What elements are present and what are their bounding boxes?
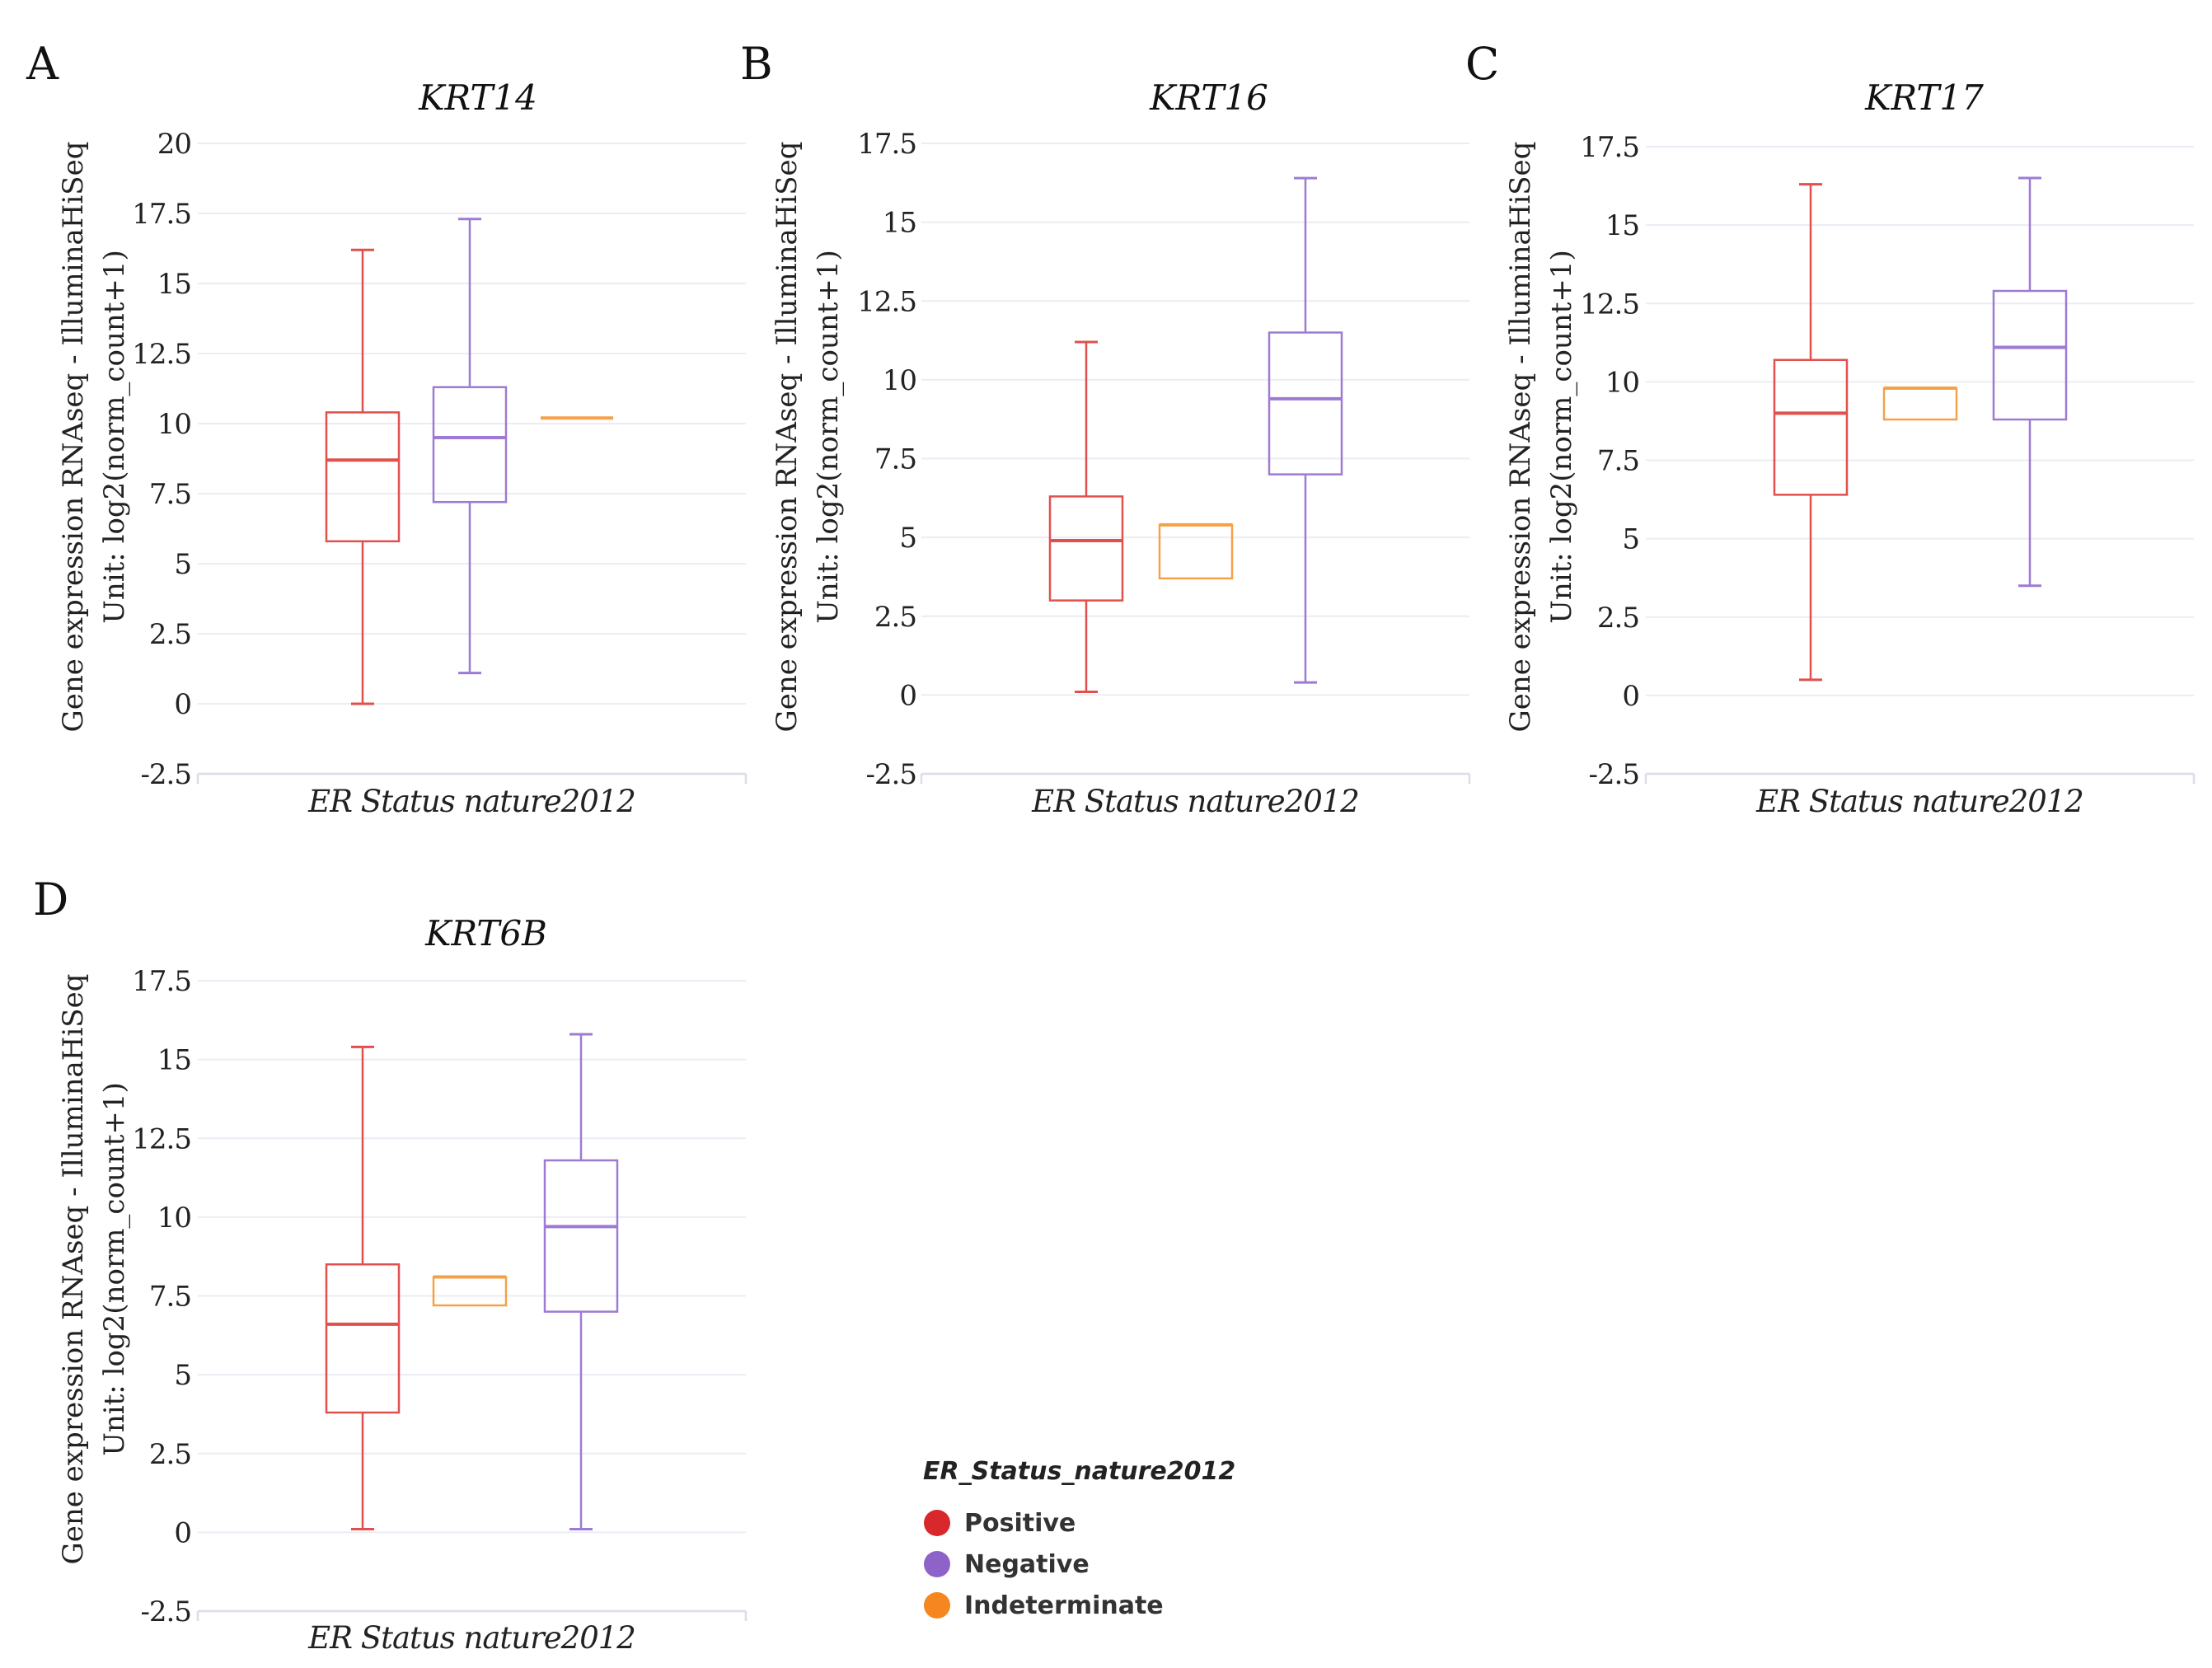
y-tick-label: -2.5 — [865, 758, 916, 791]
y-axis-label: Unit: log2(norm_count+1) — [1545, 250, 1578, 624]
box-iqr — [1882, 387, 1958, 421]
y-tick-label: -2.5 — [140, 758, 191, 791]
y-tick-label: -2.5 — [140, 1595, 191, 1628]
y-tick-label: 2.5 — [149, 618, 191, 651]
y-axis-label: Unit: log2(norm_count+1) — [98, 250, 131, 624]
x-axis-label: ER Status nature2012 — [1755, 784, 2083, 819]
y-axis-label: Gene expression RNAseq - IlluminaHiSeq — [771, 142, 804, 733]
chart-title: KRT6B — [424, 913, 547, 953]
y-tick-label: 17.5 — [132, 198, 191, 231]
legend-swatch-indeterminate — [924, 1592, 950, 1619]
y-tick-label: 5 — [899, 522, 916, 555]
y-tick-label: 5 — [174, 548, 191, 581]
legend-item-negative[interactable]: Negative — [924, 1550, 1090, 1579]
y-tick-label: 5 — [174, 1359, 191, 1392]
chart-title: KRT17 — [1864, 77, 1984, 118]
y-tick-label: 15 — [883, 207, 916, 240]
y-tick-label: 10 — [883, 364, 916, 397]
y-tick-label: 2.5 — [1597, 602, 1639, 635]
legend-label-negative: Negative — [964, 1550, 1090, 1579]
y-tick-label: -2.5 — [1588, 758, 1639, 791]
box-iqr — [1158, 523, 1234, 580]
legend-title: ER_Status_nature2012 — [923, 1457, 1235, 1486]
y-tick-label: 7.5 — [1597, 445, 1639, 478]
y-tick-label: 0 — [174, 688, 191, 721]
chart-panel-b: B KRT16 17.5 15 12.5 10 7.5 5 2.5 0 -2.5 ER Status … — [740, 38, 1471, 819]
y-tick-label: 17.5 — [132, 965, 191, 998]
y-tick-label: 7.5 — [149, 1281, 191, 1314]
y-tick-label: 12.5 — [857, 285, 916, 318]
y-axis-label: Gene expression RNAseq - IlluminaHiSeq — [57, 974, 90, 1565]
panel-letter: C — [1465, 38, 1499, 90]
box-iqr — [1773, 358, 1849, 496]
legend-label-positive: Positive — [964, 1509, 1076, 1538]
panel-letter: B — [740, 38, 773, 90]
y-tick-label: 15 — [157, 268, 191, 301]
box-indeterminate[interactable] — [1882, 386, 1958, 421]
y-axis-label: Unit: log2(norm_count+1) — [98, 1082, 131, 1456]
box-iqr — [1268, 331, 1343, 476]
chart-panel-c: C KRT17 17.5 15 12.5 10 7.5 5 2.5 0 -2.5 ER Status … — [1465, 38, 2196, 819]
box-iqr — [432, 1276, 508, 1307]
y-tick-label: 0 — [174, 1516, 191, 1549]
y-tick-label: 2.5 — [149, 1438, 191, 1471]
box-iqr — [325, 411, 401, 543]
box-negative[interactable] — [543, 1033, 619, 1531]
y-tick-label: 7.5 — [149, 478, 191, 511]
legend-swatch-negative — [924, 1551, 950, 1577]
y-axis-label: Gene expression RNAseq - IlluminaHiSeq — [1504, 142, 1537, 733]
y-axis-label: Gene expression RNAseq - IlluminaHiSeq — [57, 142, 90, 733]
y-tick-label: 10 — [157, 408, 191, 441]
y-tick-label: 2.5 — [874, 601, 916, 634]
y-tick-label: 15 — [1605, 209, 1639, 242]
y-tick-label: 12.5 — [132, 1122, 191, 1155]
box-positive[interactable] — [1048, 340, 1124, 694]
y-axis-label: Unit: log2(norm_count+1) — [812, 250, 845, 624]
chart-title: KRT14 — [418, 77, 537, 118]
y-tick-label: 17.5 — [1580, 131, 1639, 164]
legend-swatch-positive — [924, 1510, 950, 1536]
box-positive[interactable] — [1773, 183, 1849, 682]
box-negative[interactable] — [432, 218, 508, 675]
box-iqr — [325, 1263, 401, 1414]
x-axis-label: ER Status nature2012 — [1031, 784, 1359, 819]
chart-panel-d: D KRT6B 17.5 15 12.5 10 7.5 5 2.5 0 -2.5 ER Status … — [33, 874, 747, 1656]
panels: A KRT14 20 17.5 15 12.5 10 7.5 5 2.5 0 -2.5 ER Statu… — [26, 38, 2196, 1656]
x-axis-label: ER Status nature2012 — [307, 784, 635, 819]
y-tick-label: 12.5 — [132, 338, 191, 371]
box-negative[interactable] — [1992, 176, 2068, 588]
box-positive[interactable] — [325, 1045, 401, 1531]
box-iqr — [1048, 495, 1124, 602]
y-tick-label: 10 — [1605, 366, 1639, 399]
legend-label-indeterminate: Indeterminate — [964, 1591, 1164, 1620]
y-tick-label: 15 — [157, 1044, 191, 1077]
legend-item-positive[interactable]: Positive — [924, 1509, 1076, 1538]
panel-letter: A — [26, 38, 59, 90]
legend-item-indeterminate[interactable]: Indeterminate — [924, 1591, 1164, 1620]
x-axis-label: ER Status nature2012 — [307, 1620, 635, 1656]
y-tick-label: 17.5 — [857, 128, 916, 161]
y-tick-label: 12.5 — [1580, 288, 1639, 321]
panel-letter: D — [33, 874, 68, 925]
y-tick-label: 0 — [899, 679, 916, 712]
legend: ER_Status_nature2012 Positive Negative I… — [923, 1457, 1235, 1620]
chart-panel-a: A KRT14 20 17.5 15 12.5 10 7.5 5 2.5 0 -2.5 ER Statu… — [26, 38, 747, 819]
box-positive[interactable] — [325, 248, 401, 705]
box-indeterminate[interactable] — [432, 1275, 508, 1307]
y-tick-label: 5 — [1622, 523, 1639, 556]
y-tick-label: 0 — [1622, 680, 1639, 713]
y-tick-label: 7.5 — [874, 443, 916, 476]
box-iqr — [432, 386, 508, 504]
y-tick-label: 20 — [157, 128, 191, 161]
box-iqr — [1992, 289, 2068, 421]
box-iqr — [543, 1159, 619, 1313]
chart-title: KRT16 — [1149, 77, 1268, 118]
y-tick-label: 10 — [157, 1202, 191, 1235]
box-negative[interactable] — [1268, 176, 1343, 684]
box-indeterminate[interactable] — [1158, 522, 1234, 580]
